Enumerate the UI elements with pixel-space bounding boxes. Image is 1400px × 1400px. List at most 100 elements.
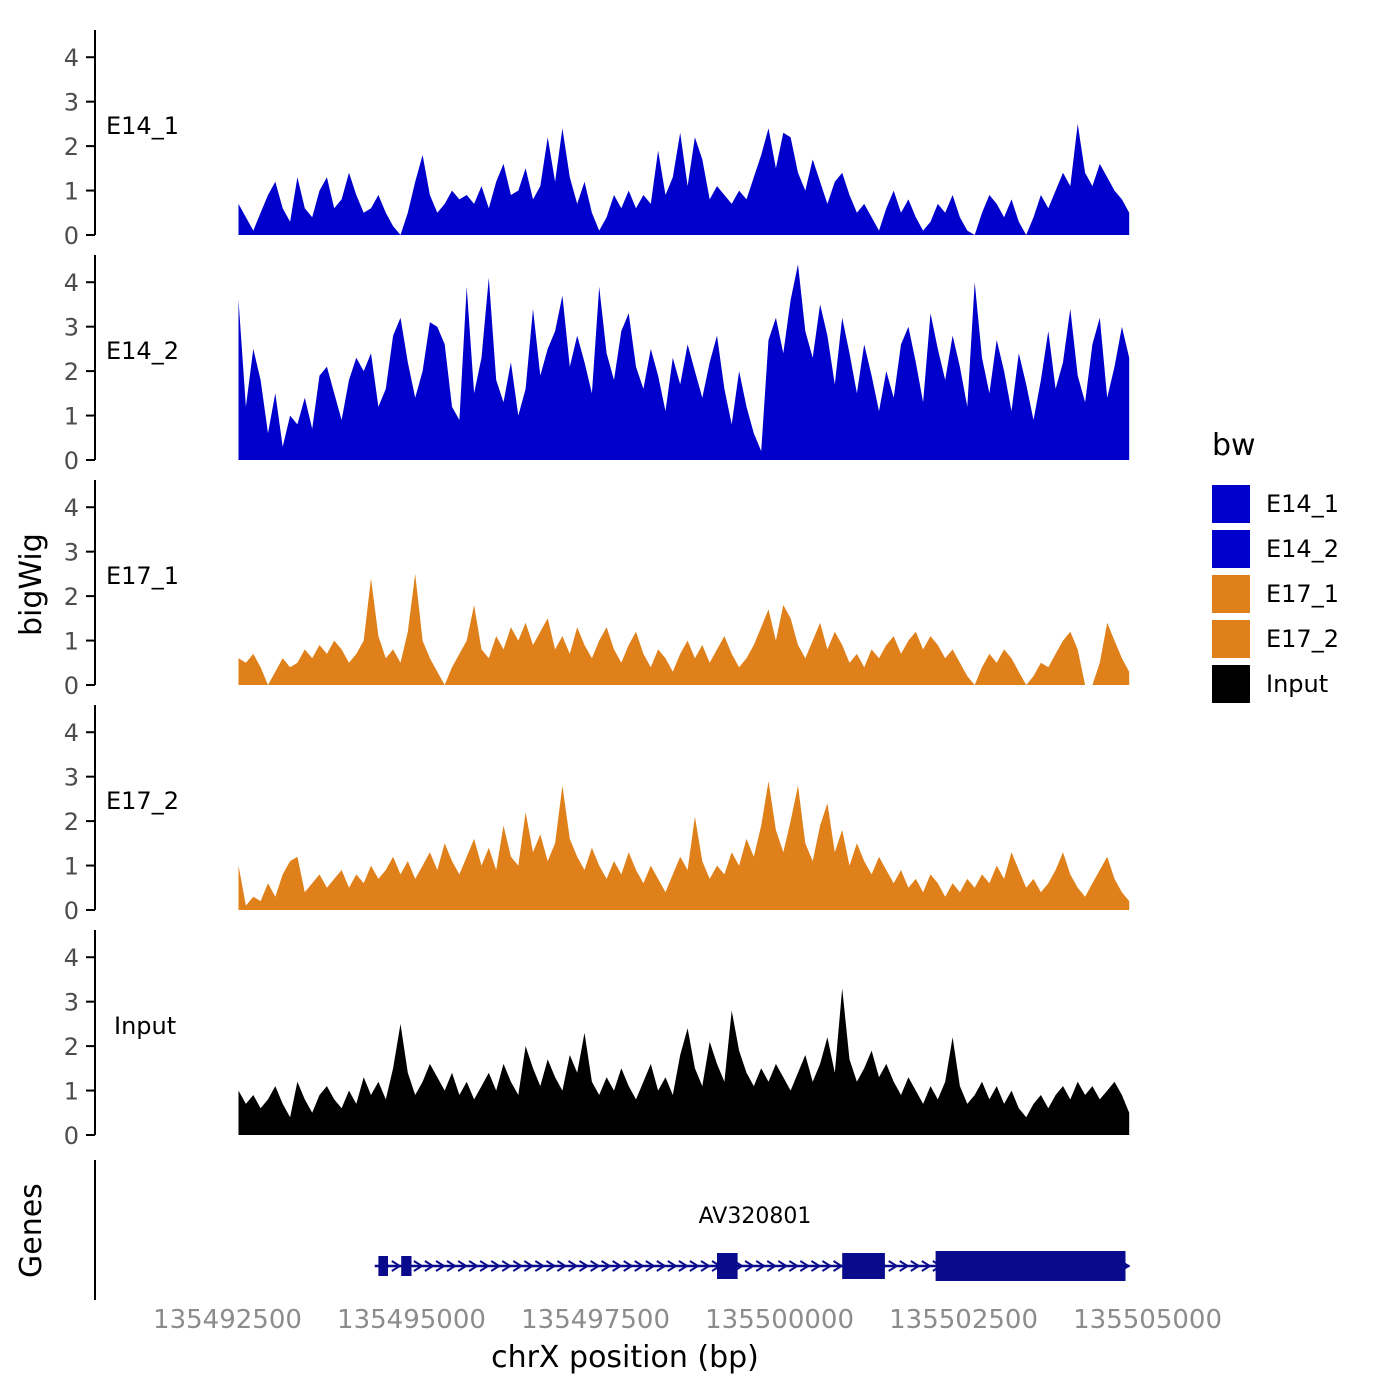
legend-label: E14_1 <box>1266 490 1339 518</box>
x-tick-label: 135505000 <box>1073 1305 1222 1335</box>
gene-strand-arrow <box>534 1260 546 1272</box>
coverage-area-Input <box>238 988 1130 1135</box>
gene-strand-arrow <box>578 1260 590 1272</box>
gene-strand-arrow <box>744 1260 755 1272</box>
gene-strand-arrow <box>821 1260 833 1272</box>
coverage-area-E17_2 <box>238 781 1130 910</box>
x-tick-label: 135502500 <box>889 1305 1038 1335</box>
track-label-e14-2: E14_2 <box>106 337 179 365</box>
gene-strand-arrow <box>832 1260 844 1272</box>
legend-swatch-input <box>1212 665 1250 703</box>
gene-strand-arrow <box>645 1260 656 1272</box>
y-tick-label: 3 <box>64 764 79 792</box>
legend-entry: E14_1 <box>1212 485 1339 523</box>
y-tick-label: 3 <box>64 89 79 117</box>
track-label-e17-2: E17_2 <box>106 787 179 815</box>
gene-strand-arrow <box>623 1260 634 1272</box>
gene-exon <box>717 1253 738 1279</box>
gene-strand-arrow <box>501 1260 513 1272</box>
legend-entry: E14_2 <box>1212 530 1339 568</box>
gene-strand-arrow <box>788 1260 800 1272</box>
gene-exon <box>842 1253 885 1279</box>
gene-strand-arrow <box>435 1260 446 1272</box>
gene-exon <box>401 1256 412 1276</box>
y-tick-label: 4 <box>64 494 79 522</box>
y-tick-label: 4 <box>64 719 79 747</box>
gene-strand-arrow <box>545 1260 557 1272</box>
legend-swatch-e17-1 <box>1212 575 1250 613</box>
gene-strand-arrow <box>799 1260 811 1272</box>
legend-label: E14_2 <box>1266 535 1339 563</box>
gene-strand-arrow <box>446 1260 457 1272</box>
gene-name-label: AV320801 <box>698 1204 812 1229</box>
gene-strand-arrow <box>766 1260 778 1272</box>
gene-strand-arrow <box>777 1260 789 1272</box>
coverage-area-E14_1 <box>238 123 1130 235</box>
y-tick-label: 0 <box>64 447 79 475</box>
x-axis-title: chrX position (bp) <box>491 1340 759 1375</box>
gene-strand-arrow <box>921 1260 932 1272</box>
track-label-e17-1: E17_1 <box>106 562 179 590</box>
y-tick-label: 3 <box>64 989 79 1017</box>
y-tick-label: 0 <box>64 222 79 250</box>
y-axis-title-genes: Genes <box>14 1183 49 1278</box>
legend-label: Input <box>1266 670 1329 698</box>
legend-swatch-e17-2 <box>1212 620 1250 658</box>
y-tick-label: 1 <box>64 853 79 881</box>
gene-strand-arrow <box>590 1260 601 1272</box>
y-tick-label: 4 <box>64 269 79 297</box>
legend-swatch-e14-2 <box>1212 530 1250 568</box>
y-tick-label: 0 <box>64 897 79 925</box>
gene-exon <box>935 1251 1126 1281</box>
coverage-area-E14_2 <box>238 264 1130 460</box>
y-tick-label: 2 <box>64 583 79 611</box>
x-tick-label: 135495000 <box>337 1305 486 1335</box>
y-tick-label: 1 <box>64 178 79 206</box>
x-tick-label: 135500000 <box>705 1305 854 1335</box>
gene-strand-arrow <box>490 1260 502 1272</box>
y-tick-label: 4 <box>64 944 79 972</box>
legend-label: E17_1 <box>1266 580 1339 608</box>
legend-entry: Input <box>1212 665 1339 703</box>
gene-strand-arrow <box>413 1260 424 1272</box>
gene-strand-arrow <box>656 1260 667 1272</box>
y-tick-label: 2 <box>64 808 79 836</box>
y-tick-label: 0 <box>64 672 79 700</box>
x-tick-label: 135497500 <box>521 1305 670 1335</box>
track-label-e14-1: E14_1 <box>106 112 179 140</box>
y-tick-label: 3 <box>64 539 79 567</box>
y-tick-label: 2 <box>64 133 79 161</box>
gene-strand-arrow <box>634 1260 645 1272</box>
gene-strand-arrow <box>556 1260 568 1272</box>
y-tick-label: 0 <box>64 1122 79 1150</box>
legend-entry: E17_2 <box>1212 620 1339 658</box>
gene-strand-arrow <box>888 1260 899 1272</box>
gene-strand-arrow <box>468 1260 479 1272</box>
y-tick-label: 3 <box>64 314 79 342</box>
y-tick-label: 1 <box>64 403 79 431</box>
y-tick-label: 1 <box>64 1078 79 1106</box>
gene-strand-arrow <box>601 1260 612 1272</box>
y-axis-title-bigwig: bigWig <box>14 533 49 637</box>
gene-strand-arrow <box>391 1260 402 1272</box>
gene-strand-arrow <box>667 1260 678 1272</box>
legend-label: E17_2 <box>1266 625 1339 653</box>
gene-exon <box>378 1256 388 1276</box>
legend-entry: E17_1 <box>1212 575 1339 613</box>
gene-strand-arrow <box>424 1260 435 1272</box>
gene-strand-arrow <box>612 1260 623 1272</box>
gene-strand-arrow <box>567 1260 579 1272</box>
gene-strand-arrow <box>910 1260 921 1272</box>
y-tick-label: 1 <box>64 628 79 656</box>
gene-strand-arrow <box>755 1260 767 1272</box>
gene-strand-arrow <box>523 1260 535 1272</box>
coverage-area-E17_1 <box>238 573 1130 685</box>
legend-title: bw <box>1212 428 1256 463</box>
x-tick-label: 135492500 <box>153 1305 302 1335</box>
gene-strand-arrow <box>678 1260 689 1272</box>
y-tick-label: 2 <box>64 1033 79 1061</box>
gene-strand-arrow <box>700 1260 711 1272</box>
legend: bw E14_1 E14_2 E17_1 E17_2 Input <box>1212 428 1339 710</box>
